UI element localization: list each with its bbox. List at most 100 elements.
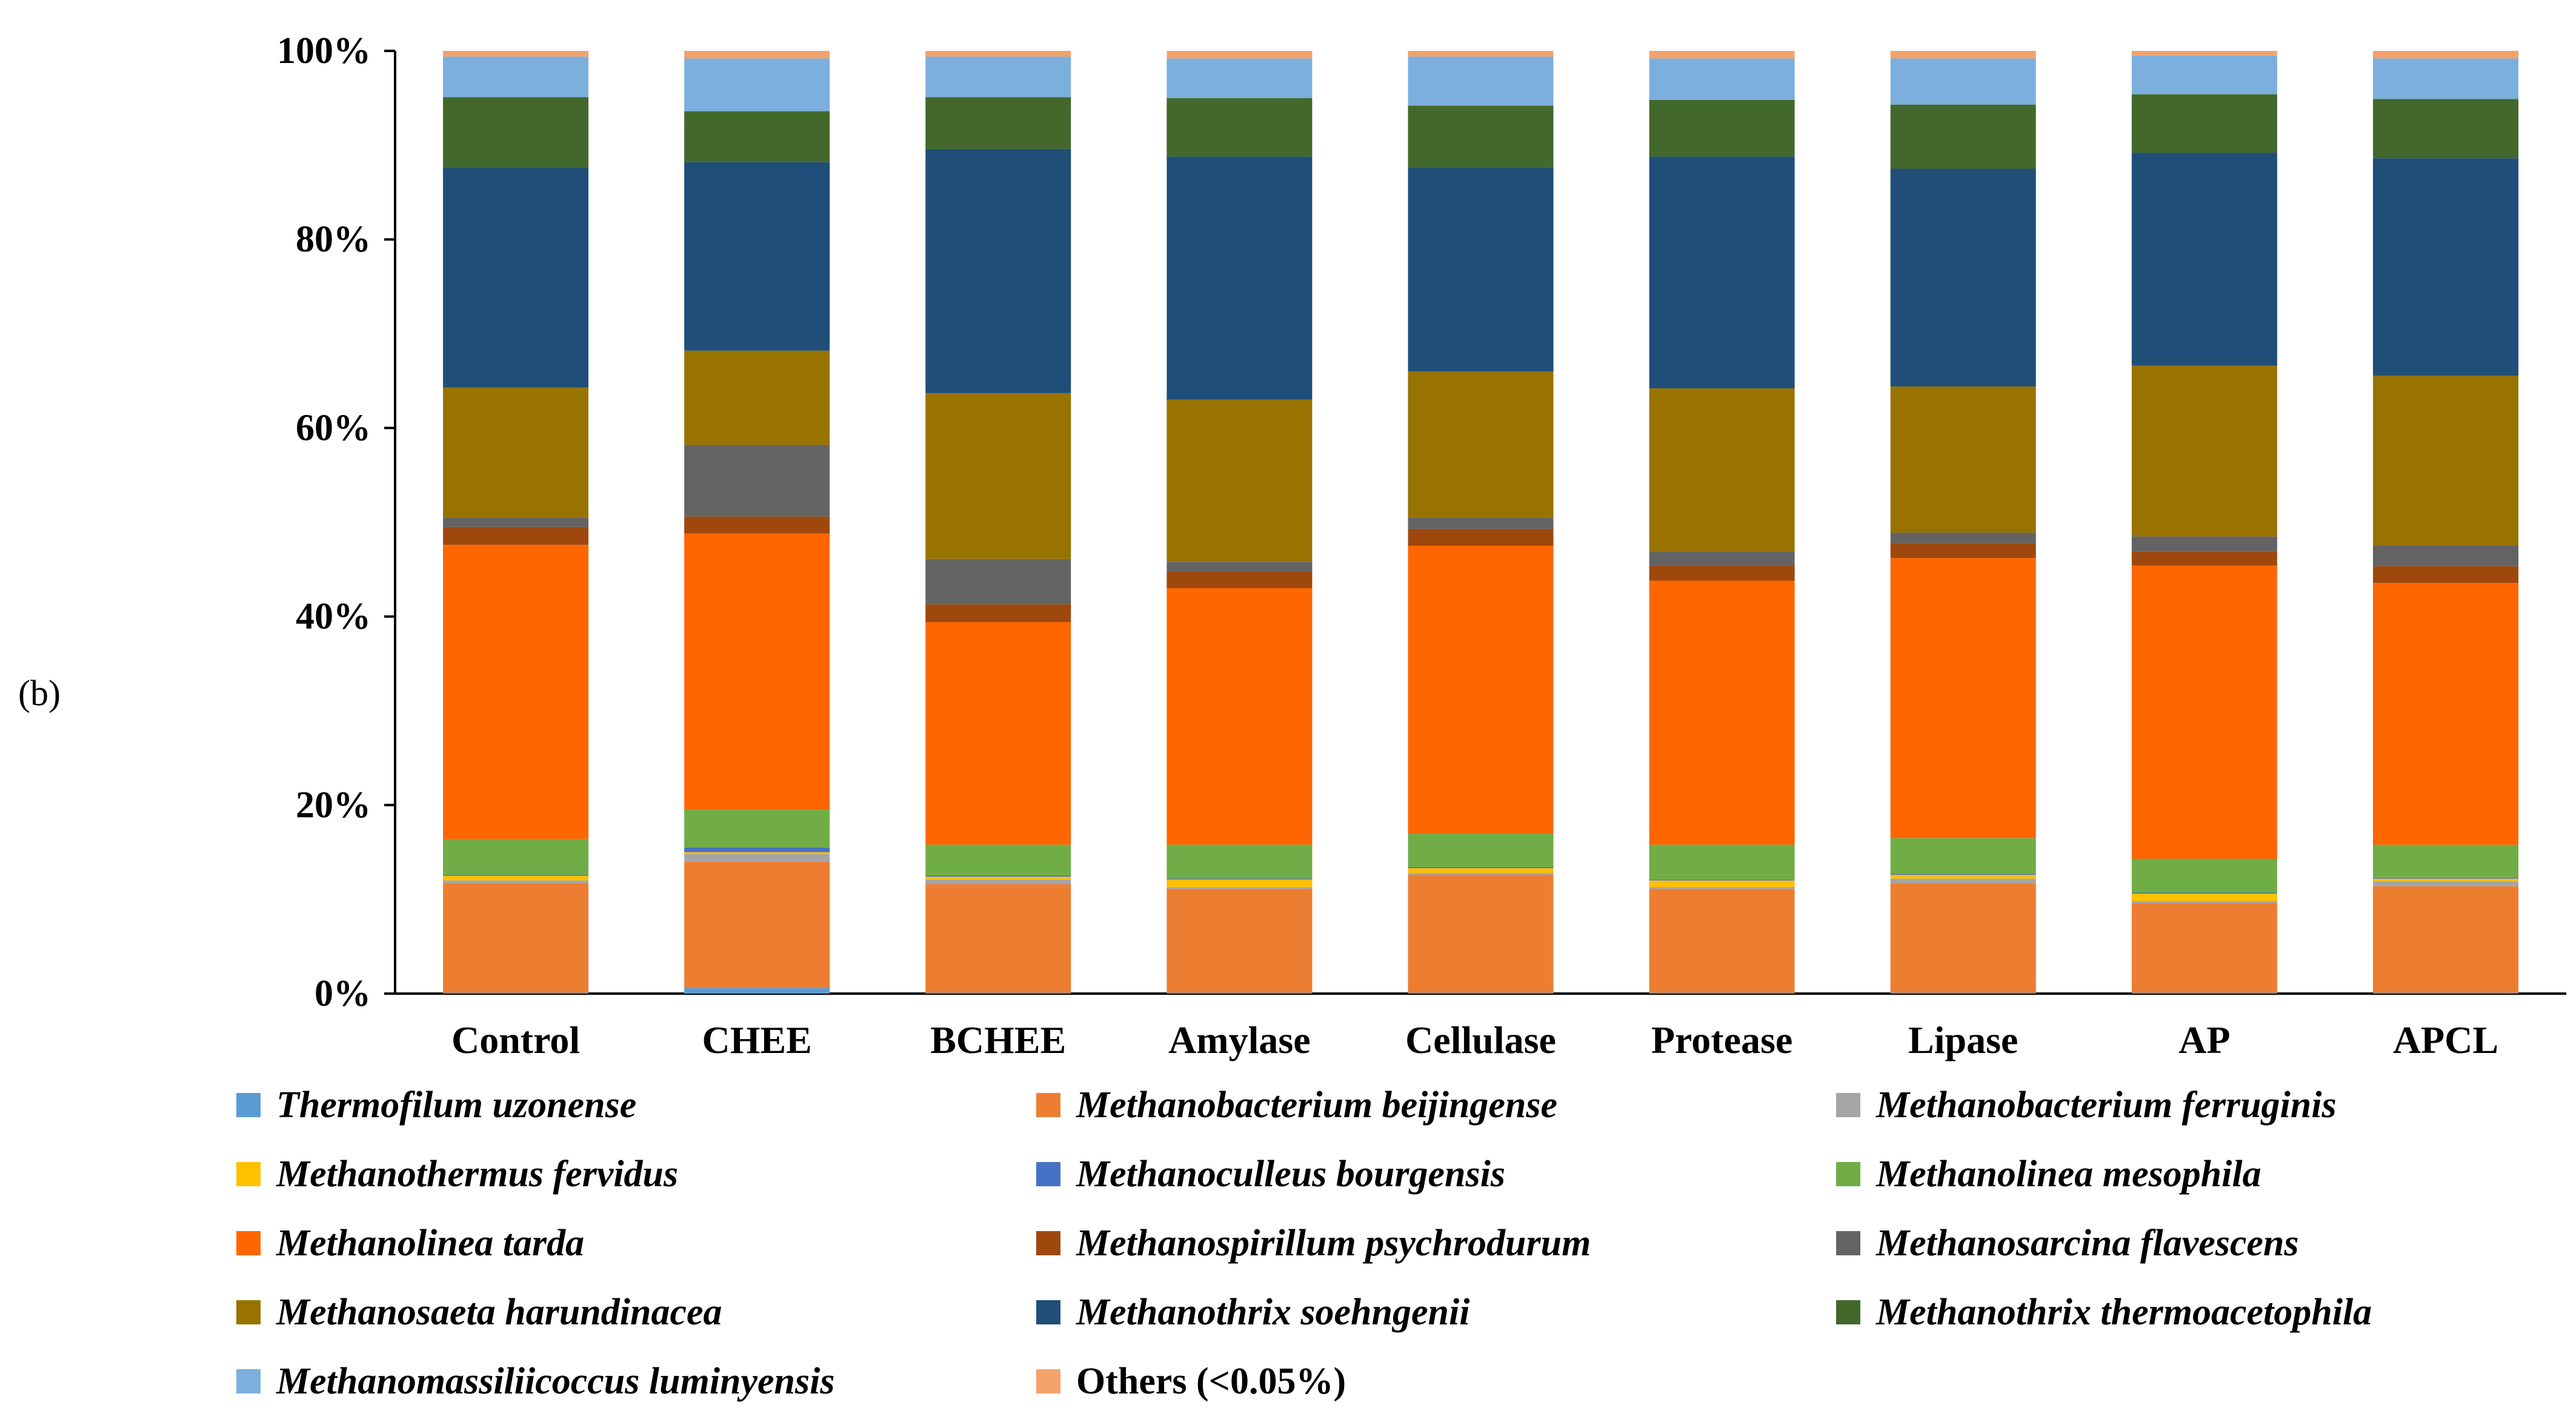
bar-segment <box>1167 878 1313 880</box>
bar-segment <box>443 839 589 875</box>
bar-segment <box>2372 376 2518 546</box>
bar-segment <box>1890 104 2036 169</box>
bar-segment <box>925 992 1071 994</box>
bar-segment <box>1890 558 2036 839</box>
bar-segment <box>1890 533 2036 543</box>
bar-segment <box>684 516 830 534</box>
x-tick-label: Cellulase <box>1405 1018 1556 1061</box>
bar-segment <box>2131 903 2277 993</box>
bar-segment <box>2372 583 2518 845</box>
bar-segment <box>2372 845 2518 878</box>
bar-segment <box>1408 371 1554 518</box>
bar-segment <box>2372 877 2518 879</box>
bar-segment <box>684 847 830 852</box>
bar-segment <box>1408 868 1554 873</box>
y-tick-label: 20% <box>296 785 371 826</box>
bar-segment <box>684 58 830 111</box>
bar-segment <box>1890 878 2036 883</box>
bar-segment <box>925 879 1071 885</box>
bar-segment <box>2131 565 2277 859</box>
bar-segment <box>925 845 1071 876</box>
bar-segment <box>443 874 589 876</box>
bar-segment <box>1408 105 1554 168</box>
bar-segment <box>1408 872 1554 875</box>
legend-swatch <box>1836 1093 1860 1117</box>
bar-segment <box>1167 571 1313 588</box>
bar-segment <box>1408 833 1554 868</box>
bar-segment <box>1408 874 1554 993</box>
legend-label: Thermofilum uzonense <box>276 1084 637 1126</box>
bar-segment <box>1649 880 1795 888</box>
bar-segment <box>1408 56 1554 106</box>
legend-item: Methanolinea tarda <box>236 1220 1036 1267</box>
legend-label: Methanolinea mesophila <box>1876 1153 2261 1195</box>
legend-item: Thermofilum uzonense <box>236 1081 1036 1129</box>
x-tick-label: BCHEE <box>930 1018 1066 1061</box>
legend-swatch <box>236 1231 261 1255</box>
legend-swatch <box>1036 1231 1060 1255</box>
bar-segment <box>1408 167 1554 372</box>
bar-segment <box>443 875 589 881</box>
bar-segment <box>684 111 830 162</box>
bar-segment <box>2131 153 2277 366</box>
bar-segment <box>2372 886 2518 993</box>
legend-label: Methanothrix soehngenii <box>1076 1291 1470 1333</box>
bar-segment <box>1890 874 2036 875</box>
legend-label: Methanospirillum psychrodurum <box>1076 1222 1591 1264</box>
legend-swatch <box>1036 1369 1060 1393</box>
bar-segment <box>925 622 1071 845</box>
bar-segment <box>684 445 830 517</box>
bar-segment <box>1167 887 1313 889</box>
bar-segment <box>1649 887 1795 889</box>
bar-segment <box>443 97 589 168</box>
bar-segment <box>1890 386 2036 533</box>
legend-item: Others (<0.05%) <box>1036 1358 1836 1405</box>
bar-segment <box>684 533 830 810</box>
bar-segment <box>1649 879 1795 881</box>
bar-segment <box>1649 388 1795 552</box>
y-tick-label: 60% <box>296 407 371 448</box>
legend-item: Methanobacterium ferruginis <box>1836 1081 2575 1129</box>
bar-segment <box>443 56 589 98</box>
bar-segment <box>443 880 589 883</box>
bar-segment <box>1167 992 1313 994</box>
x-tick-label: Control <box>451 1018 580 1061</box>
bar-segment <box>443 526 589 545</box>
bar-segment <box>1167 58 1313 98</box>
bar-segment <box>1649 889 1795 993</box>
bar-segment <box>2131 894 2277 902</box>
legend-item: Methanothermus fervidus <box>236 1151 1036 1198</box>
bar-segment <box>2372 545 2518 566</box>
bar-segment <box>443 51 589 57</box>
legend-label: Methanobacterium beijingense <box>1076 1084 1557 1126</box>
bar-segment <box>684 854 830 862</box>
bar-segment <box>1890 543 2036 559</box>
bar-segment <box>1408 517 1554 529</box>
bar-segment <box>2372 51 2518 59</box>
legend-swatch <box>1036 1093 1060 1117</box>
bar-segment <box>2131 901 2277 903</box>
bar-segment <box>1890 992 2036 994</box>
bar-segment <box>2131 551 2277 566</box>
bar-segment <box>1408 528 1554 546</box>
legend-swatch <box>236 1300 261 1324</box>
bar-segment <box>1167 889 1313 993</box>
bar-segment <box>443 883 589 993</box>
bar-segment <box>925 393 1071 559</box>
bar-segment <box>1167 879 1313 888</box>
legend-item: Methanomassiliicoccus luminyensis <box>236 1358 1036 1405</box>
bar-segment <box>925 875 1071 877</box>
bar-segment <box>2131 992 2277 994</box>
bar-segment <box>443 167 589 388</box>
bar-segment <box>1408 51 1554 57</box>
x-tick-label: CHEE <box>702 1018 811 1061</box>
chart-legend: Thermofilum uzonense Methanobacterium bei… <box>236 1081 2575 1405</box>
bar-segment <box>2131 536 2277 552</box>
legend-item: Methanolinea mesophila <box>1836 1151 2575 1198</box>
legend-item: Methanosarcina flavescens <box>1836 1220 2575 1267</box>
bar-segment <box>925 884 1071 993</box>
bar-segment <box>2372 158 2518 376</box>
bar-segment <box>443 517 589 527</box>
legend-item: Methanoculleus bourgensis <box>1036 1151 1836 1198</box>
